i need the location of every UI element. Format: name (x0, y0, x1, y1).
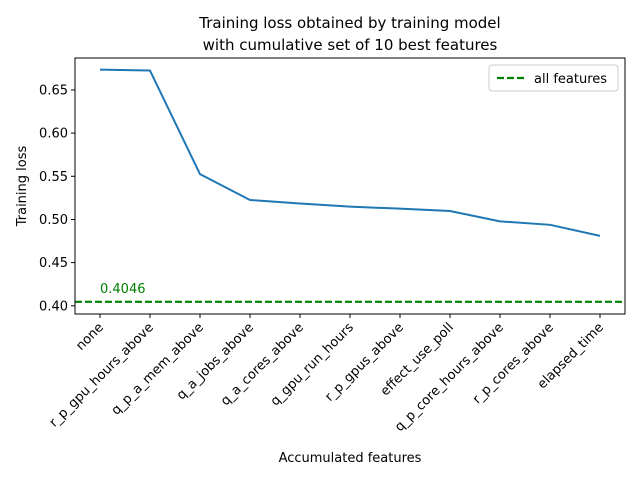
y-tick-label: 0.60 (39, 127, 68, 142)
y-tick-label: 0.50 (39, 213, 68, 228)
chart-title-line-1: Training loss obtained by training model (198, 14, 500, 32)
y-tick-label: 0.45 (39, 256, 68, 271)
chart-title-line-2: with cumulative set of 10 best features (203, 36, 498, 54)
x-axis-ticks: noner_p_gpu_hours_aboveq_p_a_mem_aboveq_… (47, 314, 607, 435)
data-point (399, 208, 401, 210)
axes-frame (74, 57, 626, 315)
legend: all features (488, 64, 619, 92)
reference-value-label: 0.4046 (100, 282, 146, 297)
data-point (449, 210, 451, 212)
legend-label: all features (534, 72, 607, 87)
series-line (99, 68, 601, 237)
y-axis-label: Training loss (15, 146, 30, 228)
data-point (199, 173, 201, 175)
x-tick-label: q_a_cores_above (218, 320, 307, 409)
x-tick-label: q_p_a_mem_above (109, 320, 207, 418)
data-point (149, 70, 151, 72)
plot-area: 0.4046 (75, 68, 625, 303)
y-tick-label: 0.40 (39, 299, 68, 314)
data-point (499, 220, 501, 222)
legend-box (488, 64, 619, 92)
data-point (549, 224, 551, 226)
data-point (99, 69, 101, 71)
y-axis-ticks: 0.40 0.45 0.50 0.55 0.60 0.65 (39, 83, 75, 314)
x-axis-label: Accumulated features (279, 451, 422, 466)
data-point (249, 199, 251, 201)
y-tick-label: 0.65 (39, 83, 68, 98)
data-point (299, 202, 301, 204)
data-point (349, 206, 351, 208)
y-tick-label: 0.55 (39, 170, 68, 185)
x-tick-label: none (73, 320, 107, 354)
x-tick-label: q_gpu_run_hours (268, 320, 357, 409)
data-point (599, 235, 601, 237)
